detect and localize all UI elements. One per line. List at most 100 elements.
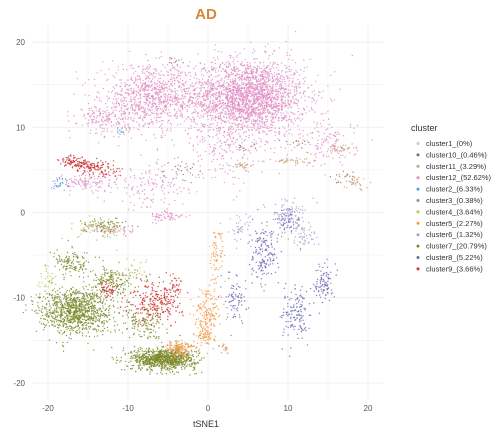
data-point <box>229 54 231 57</box>
data-point <box>235 66 237 68</box>
data-point <box>227 98 229 101</box>
data-point <box>132 354 134 357</box>
data-point <box>188 93 191 95</box>
data-point <box>189 214 191 216</box>
data-point <box>281 109 283 112</box>
data-point <box>268 130 270 132</box>
data-point <box>353 147 355 149</box>
data-point <box>134 80 137 82</box>
data-point <box>163 176 165 178</box>
data-point <box>245 93 247 95</box>
data-point <box>157 359 159 362</box>
data-point <box>200 130 203 132</box>
data-point <box>151 182 153 184</box>
data-point <box>107 118 110 120</box>
data-point <box>240 100 242 102</box>
data-point <box>265 50 267 53</box>
data-point <box>213 149 215 151</box>
data-point <box>216 130 218 132</box>
data-point <box>213 146 215 149</box>
data-point <box>96 181 98 184</box>
data-point <box>263 76 266 78</box>
data-point <box>196 95 199 98</box>
data-point <box>142 118 144 121</box>
data-point <box>292 122 295 125</box>
data-point <box>273 116 275 119</box>
data-point <box>171 103 173 106</box>
data-point <box>252 120 255 123</box>
data-point <box>302 135 304 137</box>
data-point <box>230 111 233 113</box>
data-point <box>156 69 158 71</box>
data-point <box>236 139 238 141</box>
data-point <box>247 108 250 111</box>
data-point <box>227 88 229 90</box>
data-point <box>324 138 326 141</box>
data-point <box>164 109 167 111</box>
data-point <box>348 152 351 154</box>
data-point <box>336 133 338 136</box>
data-point <box>150 121 153 124</box>
data-point <box>248 100 250 102</box>
data-point <box>142 119 144 122</box>
data-point <box>256 149 258 152</box>
data-point <box>169 371 171 374</box>
data-point <box>267 101 269 104</box>
data-point <box>173 57 176 59</box>
data-point <box>203 99 205 102</box>
data-point <box>254 100 256 103</box>
data-point <box>262 73 264 76</box>
data-point <box>222 154 224 157</box>
data-point <box>185 92 187 95</box>
data-point <box>182 365 184 367</box>
data-point <box>184 368 186 370</box>
data-point <box>260 101 263 103</box>
data-point <box>327 118 330 120</box>
data-point <box>207 85 209 87</box>
data-point <box>146 360 148 362</box>
data-point <box>292 77 294 80</box>
data-point <box>171 91 173 94</box>
data-point <box>232 56 234 59</box>
data-point <box>250 92 252 94</box>
data-point <box>136 186 138 188</box>
data-point <box>175 104 177 106</box>
data-point <box>241 108 244 111</box>
data-point <box>232 119 235 121</box>
data-point <box>258 137 261 139</box>
data-point <box>227 91 229 93</box>
data-point <box>263 50 266 53</box>
data-point <box>160 372 162 374</box>
data-point <box>128 113 130 115</box>
data-point <box>255 68 257 70</box>
data-point <box>103 130 105 132</box>
data-point <box>193 106 195 108</box>
data-point <box>244 86 246 89</box>
data-point <box>162 355 164 358</box>
data-point <box>145 86 147 88</box>
data-point <box>191 101 193 103</box>
data-point <box>304 80 306 82</box>
data-point <box>246 115 249 117</box>
data-point <box>237 103 240 105</box>
data-point <box>273 106 276 108</box>
data-point <box>120 360 122 362</box>
data-point <box>258 74 260 76</box>
data-point <box>180 112 182 115</box>
data-point <box>116 359 118 361</box>
data-point <box>136 79 138 81</box>
data-point <box>125 365 128 367</box>
data-point <box>232 86 234 89</box>
data-point <box>201 101 203 104</box>
data-point <box>214 49 216 51</box>
data-point <box>254 115 256 117</box>
data-point <box>211 106 214 109</box>
data-point <box>287 100 289 102</box>
data-point <box>118 104 121 107</box>
data-point <box>262 111 264 113</box>
data-point <box>328 123 330 126</box>
data-point <box>277 96 279 98</box>
data-point <box>139 346 141 349</box>
data-point <box>275 132 277 134</box>
data-point <box>266 101 268 103</box>
